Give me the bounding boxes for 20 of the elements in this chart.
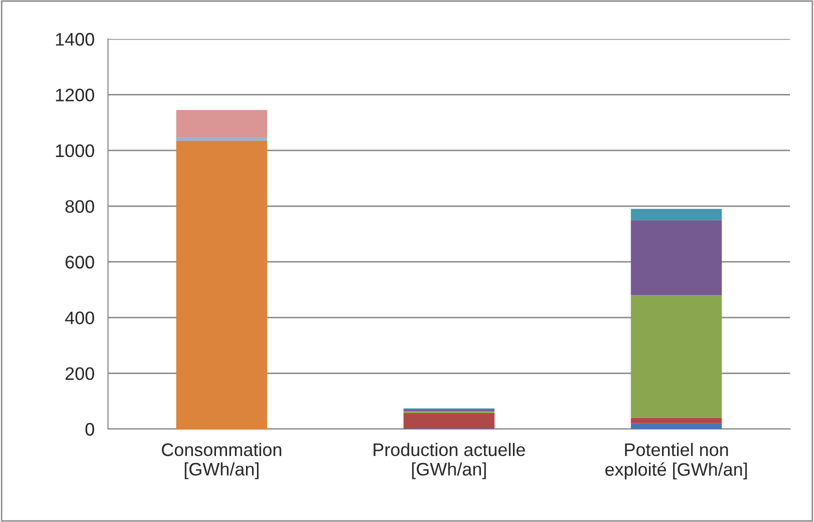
y-tick-label: 800 (65, 200, 94, 213)
bar (630, 220, 722, 296)
y-tick-label: 1200 (56, 88, 94, 102)
x-tick-label: Potentiel non exploité [GWh/an] (605, 442, 747, 480)
x-tick-label: Consommation [GWh/an] (162, 442, 282, 480)
bar (630, 208, 722, 220)
y-tick-label: 1400 (56, 32, 94, 46)
bar (176, 138, 268, 141)
y-tick-label: 200 (66, 367, 94, 380)
bar (404, 412, 494, 428)
bar (176, 110, 268, 138)
y-tick-label: 0 (85, 422, 94, 436)
bar (630, 295, 722, 418)
y-tick-label: 600 (66, 256, 94, 269)
y-tick-label: 400 (65, 312, 94, 324)
y-tick-label: 1000 (56, 144, 94, 158)
x-tick-label: Production actuelle [GWh/an] (374, 442, 525, 480)
bar (630, 418, 722, 424)
bar (176, 140, 268, 429)
bar (630, 423, 722, 429)
